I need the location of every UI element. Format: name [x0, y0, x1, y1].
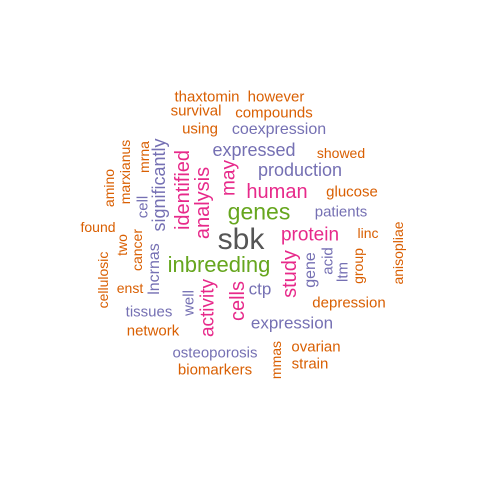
- word-cellulosic: cellulosic: [95, 251, 111, 309]
- word-ovarian: ovarian: [291, 338, 341, 356]
- word-biomarkers: biomarkers: [177, 361, 253, 379]
- word-two: two: [114, 234, 130, 256]
- word-cell: cell: [134, 195, 152, 219]
- word-genes: genes: [227, 198, 291, 225]
- word-patients: patients: [314, 203, 368, 221]
- word-human: human: [246, 181, 308, 203]
- word-analysis: analysis: [192, 166, 214, 240]
- word-ltm: ltm: [334, 262, 352, 282]
- word-thaxtomin: thaxtomin: [174, 88, 240, 106]
- word-enst: enst: [116, 280, 144, 296]
- word-compounds: compounds: [235, 104, 313, 122]
- word-depression: depression: [312, 294, 386, 312]
- word-acid: acid: [319, 247, 337, 275]
- word-well: well: [180, 290, 198, 316]
- word-ctp: ctp: [248, 279, 272, 299]
- word-found: found: [80, 219, 116, 235]
- word-cancer: cancer: [129, 228, 145, 272]
- word-linc: linc: [357, 225, 379, 241]
- word-marxianus: marxianus: [117, 139, 133, 205]
- word-cells: cells: [227, 280, 249, 322]
- word-may: may: [218, 160, 240, 196]
- word-showed: showed: [316, 145, 366, 161]
- word-protein: protein: [280, 224, 340, 246]
- word-expression: expression: [250, 313, 334, 333]
- word-expressed: expressed: [212, 140, 296, 160]
- word-however: however: [247, 88, 305, 106]
- word-amino: amino: [101, 168, 117, 208]
- word-survival: survival: [170, 102, 222, 120]
- word-sbk: sbk: [217, 223, 265, 256]
- word-production: production: [257, 160, 343, 180]
- word-coexpression: coexpression: [231, 121, 327, 138]
- word-anisopliae: anisopliae: [390, 221, 406, 285]
- word-identified: identified: [172, 149, 194, 231]
- word-group: group: [350, 248, 366, 284]
- word-significantly: significantly: [149, 138, 169, 232]
- word-study: study: [279, 250, 301, 298]
- word-lncrnas: lncrnas: [146, 243, 163, 295]
- word-using: using: [182, 120, 218, 138]
- word-strain: strain: [291, 355, 329, 373]
- word-mmas: mmas: [268, 340, 284, 380]
- word-inbreeding: inbreeding: [167, 252, 271, 277]
- word-gene: gene: [302, 252, 319, 288]
- word-network: network: [126, 322, 180, 340]
- word-activity: activity: [197, 278, 219, 338]
- word-osteoporosis: osteoporosis: [172, 344, 258, 362]
- word-glucose: glucose: [326, 183, 378, 201]
- word-tissues: tissues: [125, 303, 173, 321]
